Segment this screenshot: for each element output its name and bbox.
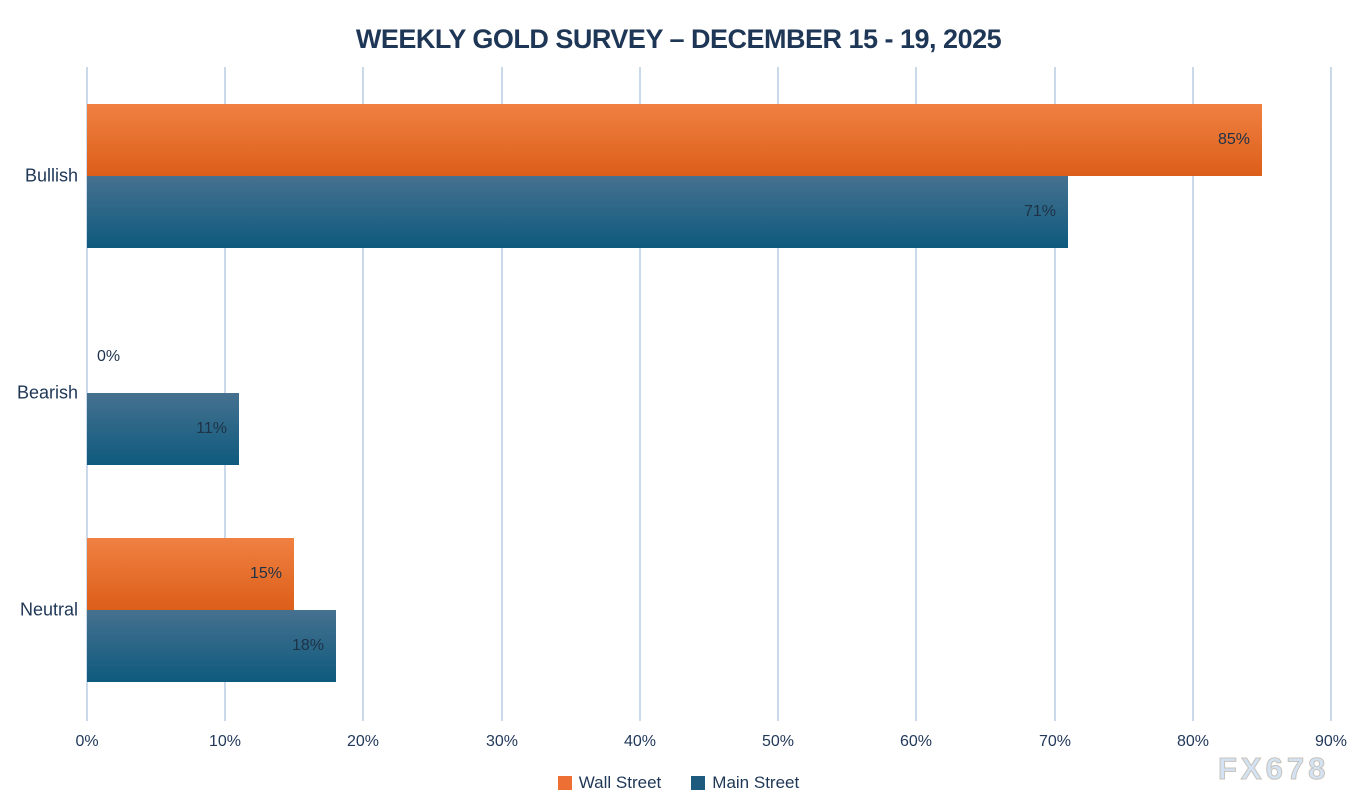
bar-main-street-bearish: [87, 393, 239, 465]
legend-swatch-icon: [691, 776, 706, 790]
data-label-main-street-bearish: 11%: [196, 420, 227, 437]
data-label-main-street-neutral: 18%: [291, 637, 324, 654]
legend-item-wall-street: Wall Street: [557, 773, 662, 793]
legend-item-main-street: Main Street: [691, 773, 799, 793]
legend-label: Wall Street: [578, 773, 662, 792]
category-label: Bearish: [16, 382, 78, 403]
x-tick-label: 30%: [485, 733, 519, 750]
gridline: [1192, 67, 1194, 721]
bar-main-street-neutral: [87, 610, 336, 682]
data-label-wall-street-neutral: 15%: [249, 565, 282, 582]
data-label-wall-street-bearish: 0%: [97, 348, 121, 365]
data-label-main-street-bullish: 71%: [1023, 203, 1056, 220]
gridline: [1330, 67, 1332, 721]
x-tick-label: 60%: [899, 733, 933, 750]
gridline: [777, 67, 779, 721]
gridline: [501, 67, 503, 721]
x-tick-label: 40%: [623, 733, 657, 750]
x-tick-label: 70%: [1038, 733, 1072, 750]
bar-wall-street-neutral: [87, 538, 294, 610]
x-tick-label: 20%: [346, 733, 380, 750]
x-tick-label: 90%: [1314, 733, 1348, 750]
bar-main-street-bullish: [87, 176, 1068, 248]
x-tick-label: 0%: [75, 733, 99, 750]
category-label: Neutral: [19, 599, 78, 620]
plot-area: 0% 10% 20% 30% 40% 50% 60% 70% 80% 90% Bullish 85% 7…: [17, 67, 1347, 750]
x-tick-label: 80%: [1176, 733, 1210, 750]
watermark-fx678: FX678: [1217, 751, 1330, 787]
legend-label: Main Street: [712, 773, 800, 792]
gridline: [1054, 67, 1056, 721]
legend: Wall Street Main Street: [0, 773, 1357, 793]
gridline: [362, 67, 364, 721]
x-tick-label: 10%: [208, 733, 242, 750]
chart-title: WEEKLY GOLD SURVEY – DECEMBER 15 - 19, 2…: [355, 24, 1002, 54]
legend-swatch-icon: [557, 776, 572, 790]
bar-wall-street-bullish: [87, 104, 1262, 176]
x-tick-label: 50%: [761, 733, 795, 750]
gridline: [915, 67, 917, 721]
data-label-wall-street-bullish: 85%: [1217, 131, 1250, 148]
gridline: [639, 67, 641, 721]
category-label: Bullish: [24, 165, 78, 186]
